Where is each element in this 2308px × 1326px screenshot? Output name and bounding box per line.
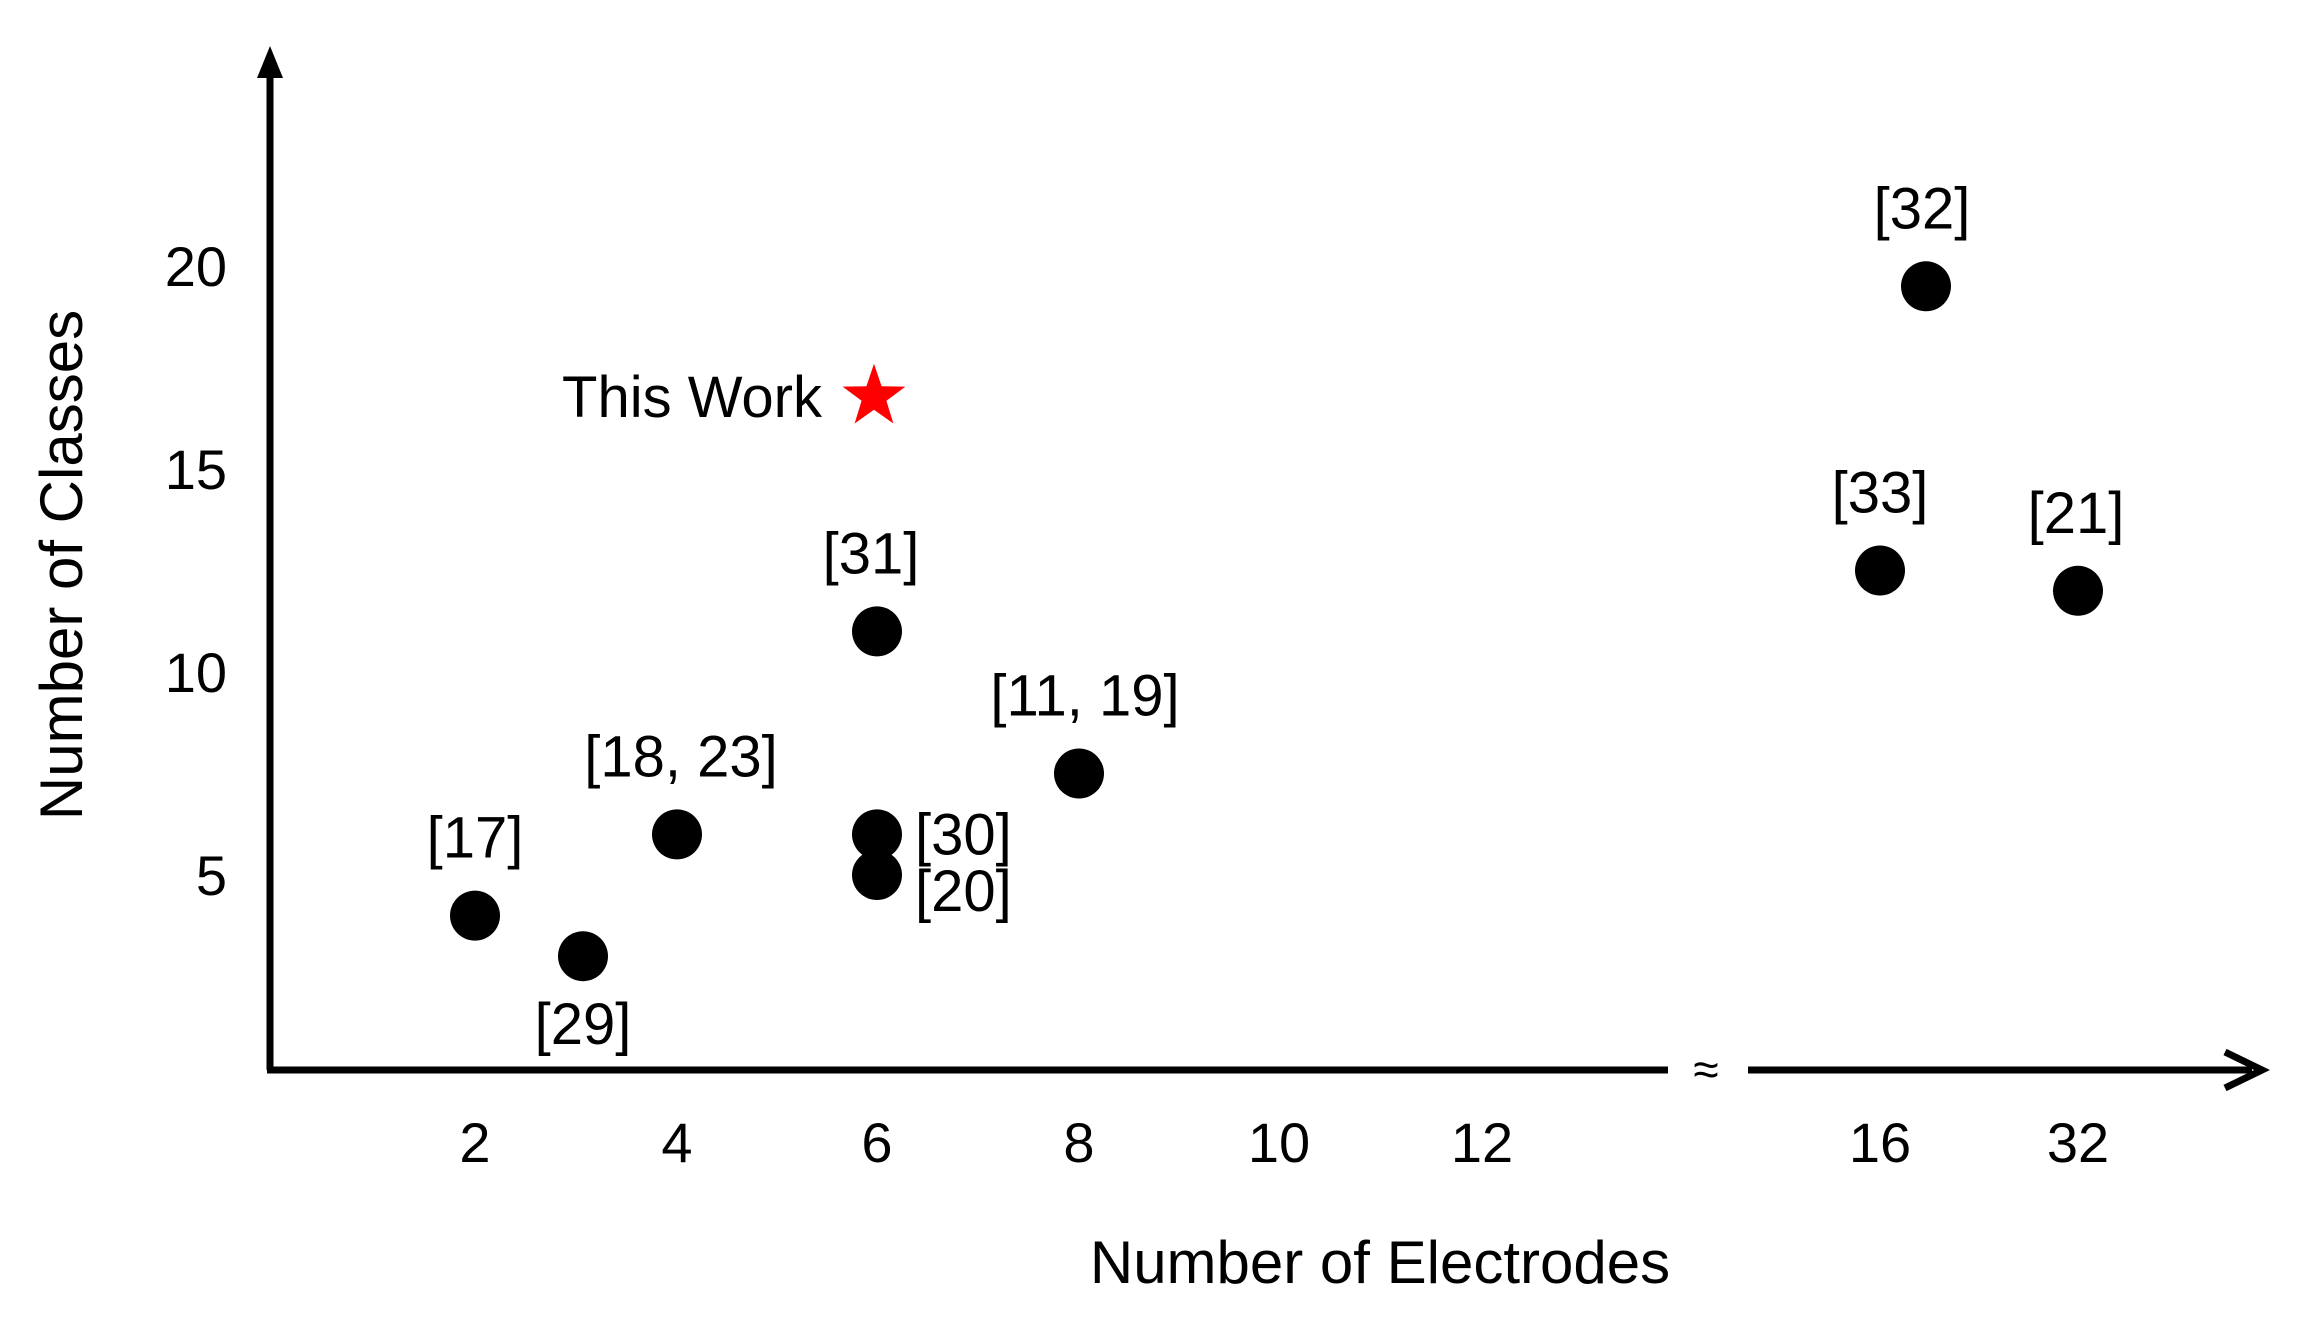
this-work-label: This Work bbox=[562, 365, 823, 430]
data-point-label: [21] bbox=[2028, 481, 2125, 546]
x-tick-label: 12 bbox=[1451, 1111, 1513, 1174]
data-point bbox=[558, 931, 608, 982]
x-tick-label: 2 bbox=[459, 1111, 490, 1174]
data-points: [17] [29] [18, 23] [31] [30][20] [11, 19] [32]… bbox=[427, 176, 2125, 1057]
data-point-label: [17] bbox=[427, 806, 524, 871]
x-tick-label: 10 bbox=[1248, 1111, 1310, 1174]
y-axis-title: Number of Classes bbox=[28, 310, 95, 820]
data-point-label: [11, 19] bbox=[990, 664, 1179, 729]
data-point-label: [31] bbox=[823, 521, 920, 586]
data-point bbox=[652, 809, 702, 860]
x-tick-label: 8 bbox=[1063, 1111, 1094, 1174]
data-point-label: [30] bbox=[915, 802, 1012, 867]
this-work-highlight: This Work bbox=[562, 363, 906, 430]
y-tick-label: 20 bbox=[165, 235, 227, 298]
data-point bbox=[852, 809, 902, 860]
data-point-label: [33] bbox=[1832, 461, 1929, 526]
data-point bbox=[1054, 748, 1104, 799]
x-axis-arrowhead bbox=[2223, 1048, 2271, 1092]
data-point bbox=[1901, 261, 1951, 312]
data-point bbox=[2053, 565, 2103, 616]
data-point bbox=[852, 850, 902, 900]
y-tick-label: 5 bbox=[196, 844, 227, 907]
y-tick-label: 15 bbox=[165, 438, 227, 501]
x-tick-label: 16 bbox=[1849, 1111, 1911, 1174]
data-point-label: [20] bbox=[915, 859, 1012, 924]
y-tick-label: 10 bbox=[165, 641, 227, 704]
x-axis-title: Number of Electrodes bbox=[1090, 1229, 1670, 1296]
y-axis-arrowhead bbox=[257, 46, 283, 78]
x-tick-labels: 2 4 6 8 10 12 16 32 bbox=[459, 1111, 2109, 1174]
x-tick-label: 4 bbox=[661, 1111, 692, 1174]
data-point bbox=[450, 890, 500, 941]
data-point-label: [32] bbox=[1874, 176, 1971, 241]
y-tick-labels: 5 10 15 20 bbox=[165, 235, 227, 907]
data-point-label: [29] bbox=[535, 992, 632, 1057]
axes: ≈ bbox=[257, 46, 2271, 1095]
data-point bbox=[1855, 545, 1905, 596]
axis-break-mark: ≈ bbox=[1693, 1043, 1718, 1095]
x-tick-label: 32 bbox=[2047, 1111, 2109, 1174]
x-tick-label: 6 bbox=[861, 1111, 892, 1174]
star-icon bbox=[842, 363, 906, 424]
data-point bbox=[852, 606, 902, 657]
data-point-label: [18, 23] bbox=[584, 724, 777, 789]
